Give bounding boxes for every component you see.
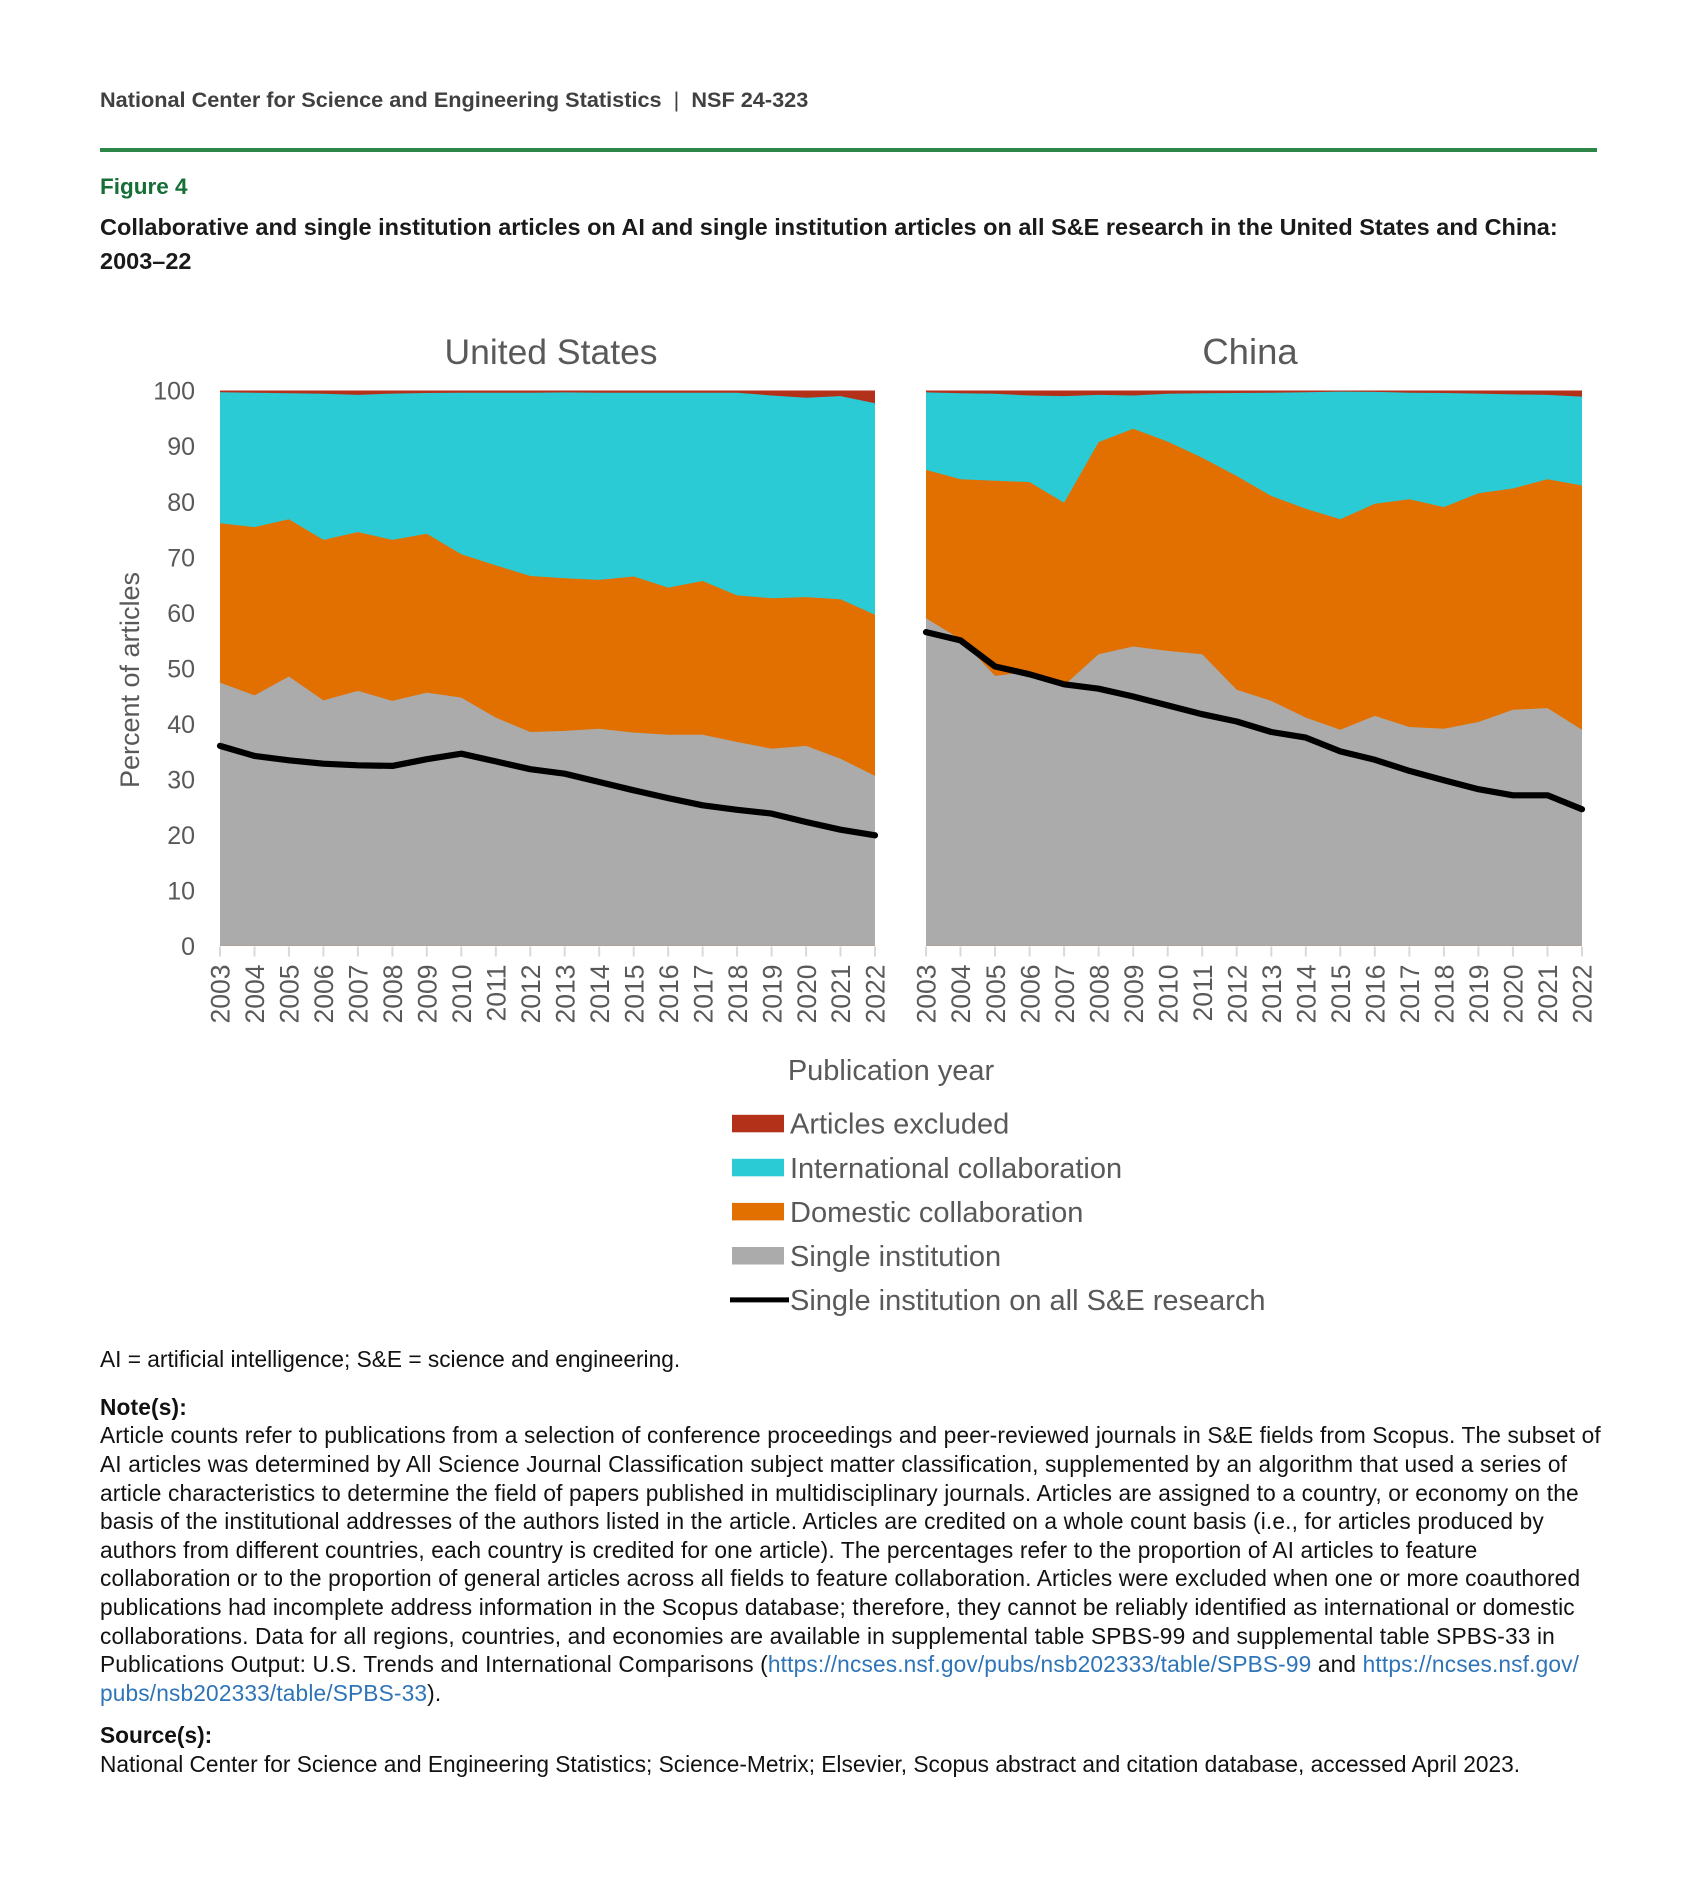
svg-text:2004: 2004 — [946, 965, 976, 1024]
svg-text:2005: 2005 — [275, 965, 305, 1024]
svg-text:2015: 2015 — [1326, 965, 1356, 1024]
svg-text:Publication year: Publication year — [788, 1055, 995, 1087]
svg-text:2014: 2014 — [585, 965, 615, 1024]
svg-text:2021: 2021 — [1533, 965, 1563, 1024]
svg-text:2016: 2016 — [654, 965, 684, 1024]
svg-text:2007: 2007 — [1050, 965, 1080, 1024]
svg-text:2019: 2019 — [1464, 965, 1494, 1024]
svg-text:50: 50 — [167, 655, 195, 683]
svg-text:2009: 2009 — [413, 965, 443, 1024]
svg-text:2018: 2018 — [723, 965, 753, 1024]
svg-text:2004: 2004 — [240, 965, 270, 1024]
svg-text:2003: 2003 — [912, 965, 942, 1024]
svg-text:2018: 2018 — [1430, 965, 1460, 1024]
svg-text:2003: 2003 — [206, 965, 236, 1024]
svg-text:2008: 2008 — [378, 965, 408, 1024]
svg-text:Domestic collaboration: Domestic collaboration — [790, 1197, 1083, 1229]
svg-text:2006: 2006 — [1015, 965, 1045, 1024]
svg-text:2006: 2006 — [309, 965, 339, 1024]
svg-text:2005: 2005 — [981, 965, 1011, 1024]
svg-text:2017: 2017 — [688, 965, 718, 1024]
svg-text:10: 10 — [167, 878, 195, 906]
svg-text:2013: 2013 — [550, 965, 580, 1024]
svg-text:60: 60 — [167, 600, 195, 628]
svg-text:2017: 2017 — [1395, 965, 1425, 1024]
svg-text:20: 20 — [167, 822, 195, 850]
svg-text:2020: 2020 — [792, 965, 822, 1024]
svg-text:80: 80 — [167, 489, 195, 517]
svg-text:2022: 2022 — [1568, 965, 1598, 1024]
svg-text:2010: 2010 — [1153, 965, 1183, 1024]
svg-text:Single institution on all S&E: Single institution on all S&E research — [790, 1285, 1266, 1317]
svg-text:2020: 2020 — [1499, 965, 1529, 1024]
svg-text:Single institution: Single institution — [790, 1241, 1001, 1273]
svg-text:2012: 2012 — [516, 965, 546, 1024]
svg-text:100: 100 — [153, 378, 195, 406]
svg-text:Percent of articles: Percent of articles — [115, 572, 145, 788]
svg-text:Articles excluded: Articles excluded — [790, 1109, 1009, 1141]
svg-text:2021: 2021 — [826, 965, 856, 1024]
svg-text:2008: 2008 — [1084, 965, 1114, 1024]
svg-text:2011: 2011 — [1188, 965, 1218, 1022]
svg-text:2007: 2007 — [344, 965, 374, 1024]
svg-text:0: 0 — [181, 933, 195, 961]
svg-text:2012: 2012 — [1222, 965, 1252, 1024]
svg-text:2014: 2014 — [1292, 965, 1322, 1024]
svg-text:2016: 2016 — [1361, 965, 1391, 1024]
svg-text:70: 70 — [167, 544, 195, 572]
svg-text:90: 90 — [167, 433, 195, 461]
svg-text:2022: 2022 — [861, 965, 891, 1024]
svg-text:2011: 2011 — [482, 965, 512, 1022]
svg-text:2009: 2009 — [1119, 965, 1149, 1024]
svg-text:China: China — [1202, 331, 1298, 372]
svg-text:International collaboration: International collaboration — [790, 1153, 1122, 1185]
svg-text:2019: 2019 — [757, 965, 787, 1024]
svg-text:United States: United States — [444, 332, 657, 372]
svg-text:2015: 2015 — [619, 965, 649, 1024]
svg-text:30: 30 — [167, 766, 195, 794]
svg-text:40: 40 — [167, 711, 195, 739]
svg-text:2013: 2013 — [1257, 965, 1287, 1024]
svg-text:2010: 2010 — [447, 965, 477, 1024]
